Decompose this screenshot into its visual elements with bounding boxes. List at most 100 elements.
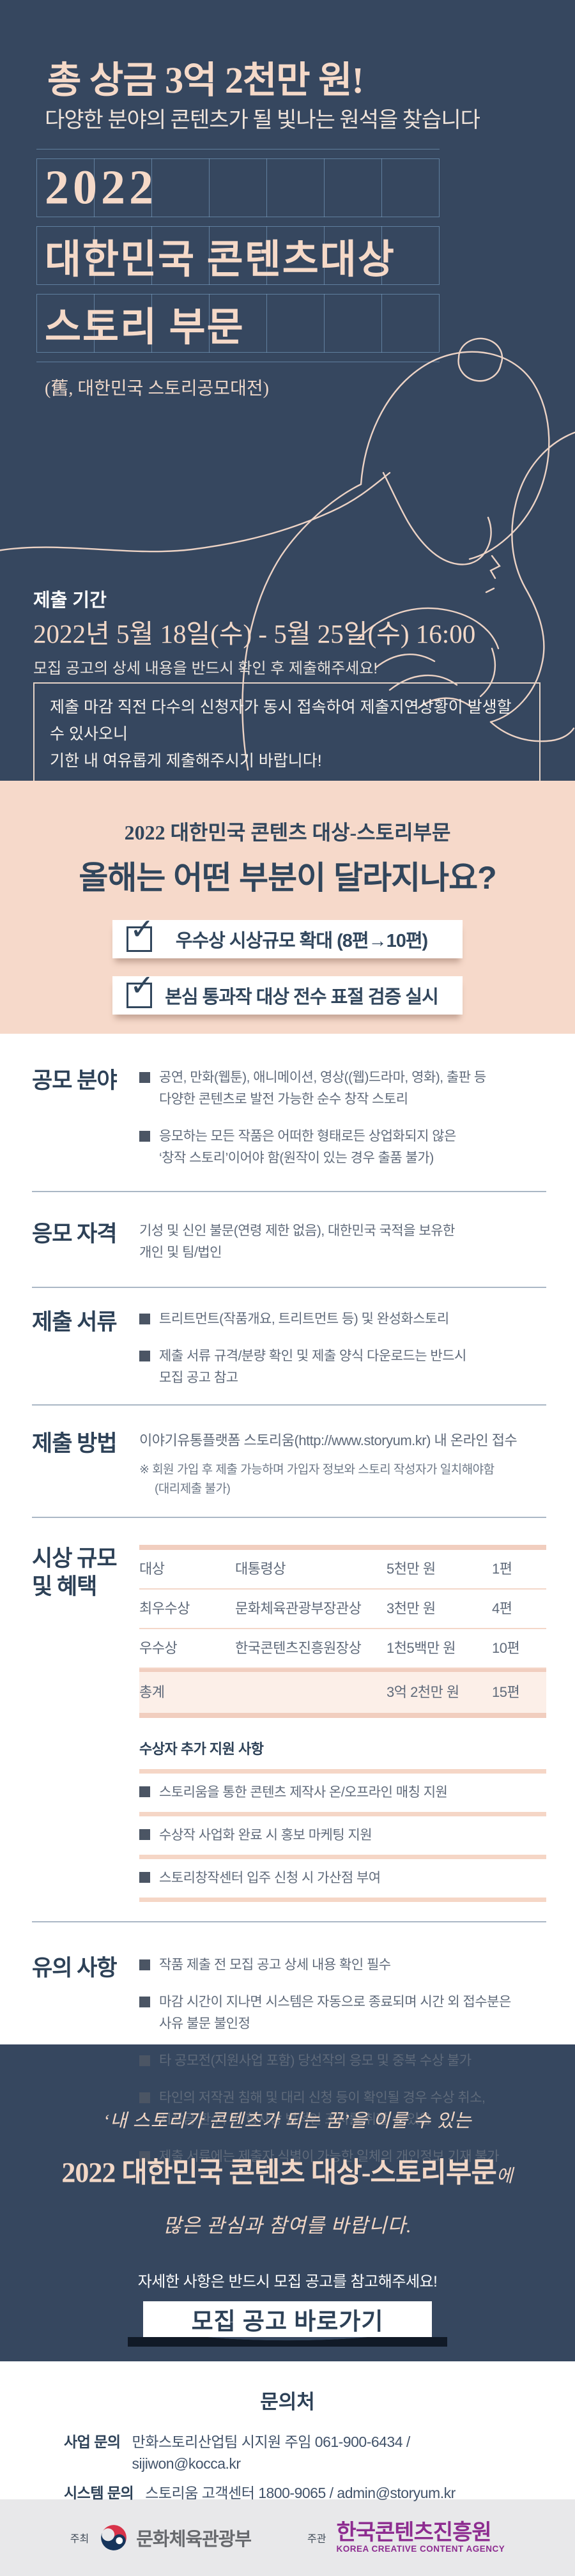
host-label: 주최: [70, 2534, 89, 2545]
caution-2-line-2: 사유 불문 불인정: [159, 2016, 250, 2031]
cta-notice: 자세한 사항은 반드시 모집 공고를 참고해주세요!: [137, 2273, 438, 2290]
announcement-link-button[interactable]: 모집 공고 바로가기: [143, 2301, 432, 2337]
eligibility-block: 응모 자격 기성 및 신인 불문(연령 제한 없음), 대한민국 국적을 보유한…: [32, 1192, 546, 1288]
submission-period-label: 제출 기간: [33, 590, 107, 611]
list-item: 스토리창작센터 입주 신청 시 가산점 부여: [139, 1859, 546, 1902]
caution-1-text: 작품 제출 전 모집 공고 상세 내용 확인 필수: [159, 1958, 391, 1972]
documents-bullet-1: 트리트먼트(작품개요, 트리트먼트 등) 및 완성화스토리: [139, 1308, 546, 1330]
prize-headline: 총 상금 3억 2천만 원!: [47, 59, 364, 101]
former-contest-name: (舊, 대한민국 스토리공모대전): [45, 379, 270, 399]
warning-line-2: 기한 내 여유롭게 제출해주시기 바랍니다!: [50, 752, 322, 770]
bullet-square-icon: [139, 2151, 150, 2162]
table-row: 우수상 한국콘텐츠진흥원장상 1천5백만 원 10편: [139, 1629, 546, 1669]
change-item-2: ✓ 본심 통과작 대상 전수 표절 검증 실시: [112, 970, 463, 1015]
caution-2-line-1: 마감 시간이 지나면 시스템은 자동으로 종료되며 시간 외 접수분은: [159, 1995, 511, 2009]
contact-label: 사업 문의: [64, 2434, 121, 2450]
award-grade: 우수상: [139, 1640, 178, 1656]
field-bullet-2-line-2: ‘창작 스토리’이어야 함(원작이 있는 경우 출품 불가): [159, 1151, 434, 1165]
contact-section: 문의처 사업 문의 만화스토리산업팀 시지원 주임 061-900-6434 /…: [0, 2361, 575, 2501]
warning-line-1: 제출 마감 직전 다수의 신청자가 동시 접속하여 제출지연상황이 발생할 수 …: [50, 698, 512, 743]
cta-handwritten-line-1: ‘내 스토리가 콘텐츠가 되는 꿈’을 이룰 수 있는: [103, 2111, 472, 2131]
award-grade: 대상: [139, 1561, 165, 1577]
award-count: 1편: [492, 1561, 512, 1577]
submission-period-dates: 2022년 5월 18일(수) - 5월 25일(수) 16:00: [33, 619, 476, 648]
cautions-block: 유의 사항 작품 제출 전 모집 공고 상세 내용 확인 필수 마감 시간이 지…: [32, 1922, 546, 2187]
awards-title-line-1: 시상 규모: [32, 1546, 118, 1571]
field-block: 공모 분야 공연, 만화(웹툰), 애니메이션, 영상((웹)드라마, 영화),…: [32, 1034, 546, 1192]
extra-item-3: 스토리창작센터 입주 신청 시 가산점 부여: [159, 1871, 381, 1885]
contact-label: 시스템 문의: [64, 2485, 134, 2501]
bullet-square-icon: [139, 1351, 150, 1361]
table-row: 최우수상 문화체육관광부장관상 3천만 원 4편: [139, 1590, 546, 1629]
bullet-square-icon: [139, 1997, 150, 2007]
title-row-year: 2022: [36, 158, 440, 217]
method-line-1: 이야기유통플랫폼 스토리움(http://www.storyum.kr) 내 온…: [139, 1432, 518, 1448]
kocca-logo-group: 한국콘텐츠진흥원 KOREA CREATIVE CONTENT AGENCY: [336, 2520, 505, 2554]
field-bullet-1-line-2: 다양한 콘텐츠로 발전 가능한 순수 창작 스토리: [159, 1092, 408, 1107]
kocca-name: 한국콘텐츠진흥원: [336, 2520, 491, 2545]
contact-row-business: 사업 문의 만화스토리산업팀 시지원 주임 061-900-6434 / sij…: [64, 2431, 511, 2474]
changes-question: 올해는 어떤 부분이 달라지나요?: [79, 860, 496, 896]
caution-bullet-3: 타 공모전(지원사업 포함) 당선작의 응모 및 중복 수상 불가: [139, 2050, 546, 2072]
award-grade: 최우수상: [139, 1600, 190, 1616]
award-prize: 한국콘텐츠진흥원장상: [235, 1640, 362, 1656]
cta-handwritten-line-2: 많은 관심과 참여를 바랍니다.: [163, 2214, 412, 2237]
footer-section: 주최 문화체육관광부 주관 한국콘텐츠진흥원 KOREA CREATIVE CO…: [0, 2499, 575, 2576]
list-item: 스토리움을 통한 콘텐츠 제작사 온/오프라인 매칭 지원: [139, 1774, 546, 1816]
method-block: 제출 방법 이야기유통플랫폼 스토리움(http://www.storyum.k…: [32, 1406, 546, 1518]
organizer-label: 주관: [307, 2534, 326, 2545]
bullet-square-icon: [139, 1314, 150, 1324]
cautions-title: 유의 사항: [32, 1956, 118, 1981]
award-count: 15편: [492, 1684, 520, 1700]
field-bullet-2: 응모하는 모든 작품은 어떠한 형태로든 상업화되지 않은 ‘창작 스토리’이어…: [139, 1126, 546, 1169]
contact-value: 스토리움 고객센터 1800-9065 / admin@storyum.kr: [145, 2485, 456, 2501]
documents-bullet-2-line-2: 모집 공고 참고: [159, 1370, 238, 1385]
method-note-1: ※ 회원 가입 후 제출 가능하며 가입자 정보와 스토리 작성자가 일치해야함: [139, 1463, 494, 1476]
eligibility-line-2: 개인 및 팀/법인: [139, 1245, 222, 1260]
field-bullet-2-line-1: 응모하는 모든 작품은 어떠한 형태로든 상업화되지 않은: [159, 1129, 456, 1144]
contact-value: 만화스토리산업팀 시지원 주임 061-900-6434 / sijiwon@k…: [132, 2434, 411, 2472]
documents-bullet-2: 제출 서류 규격/분량 확인 및 제출 양식 다운로드는 반드시 모집 공고 참…: [139, 1346, 546, 1389]
contact-row-system: 시스템 문의 스토리움 고객센터 1800-9065 / admin@story…: [64, 2482, 511, 2504]
award-money: 5천만 원: [387, 1561, 436, 1577]
field-title: 공모 분야: [32, 1068, 118, 1093]
change-item-1: ✓ 우수상 시상규모 확대 (8편→10편): [112, 914, 463, 958]
award-count: 4편: [492, 1600, 512, 1616]
manuscript-grid: 2022 대한민국 콘텐츠대상 스토리 부문: [36, 149, 440, 362]
eligibility-line-1: 기성 및 신인 불문(연령 제한 없음), 대한민국 국적을 보유한: [139, 1223, 455, 1238]
awards-block: 시상 규모 및 혜택 대상 대통령상 5천만 원 1편 최우수상 문화체육관광부…: [32, 1518, 546, 1922]
bullet-square-icon: [139, 1872, 150, 1883]
title-category: 스토리 부문: [45, 306, 245, 349]
deadline-warning-box: 제출 마감 직전 다수의 신청자가 동시 접속하여 제출지연상황이 발생할 수 …: [33, 682, 540, 781]
award-grade: 총계: [139, 1684, 165, 1700]
documents-block: 제출 서류 트리트먼트(작품개요, 트리트먼트 등) 및 완성화스토리 제출 서…: [32, 1288, 546, 1406]
checkbox-check-icon: ✓: [126, 970, 155, 1008]
change-item-2-label: 본심 통과작 대상 전수 표절 검증 실시: [165, 987, 439, 1008]
title-row-category: 스토리 부문: [36, 294, 440, 353]
title-row-award: 대한민국 콘텐츠대상: [36, 226, 440, 285]
caution-4-line-1: 타인의 저작권 침해 및 대리 신청 등이 확인될 경우 수상 취소,: [159, 2090, 486, 2105]
cta-section: ‘내 스토리가 콘텐츠가 되는 꿈’을 이룰 수 있는 2022 대한민국 콘텐…: [0, 2044, 575, 2361]
table-row: 대상 대통령상 5천만 원 1편: [139, 1550, 546, 1590]
table-row-total: 총계 3억 2천만 원 15편: [139, 1669, 546, 1718]
documents-bullet-1-line-1: 트리트먼트(작품개요, 트리트먼트 등) 및 완성화스토리: [159, 1312, 449, 1326]
cta-main-title: 2022 대한민국 콘텐츠 대상-스토리부문에: [0, 2149, 575, 2190]
awards-title: 시상 규모 및 혜택: [32, 1545, 139, 1902]
field-bullet-1-line-1: 공연, 만화(웹툰), 애니메이션, 영상((웹)드라마, 영화), 출판 등: [159, 1070, 486, 1085]
bullet-square-icon: [139, 2055, 150, 2066]
award-money: 3억 2천만 원: [387, 1684, 459, 1700]
mcst-logo-group: 문화체육관광부: [99, 2523, 252, 2552]
caution-bullet-5: 제출 서류에는 제출자 식별이 가능한 일체의 개인정보 기재 불가: [139, 2146, 546, 2168]
cta-main-title-suffix: 에: [496, 2166, 514, 2186]
list-item: 수상작 사업화 완료 시 홍보 마케팅 지원: [139, 1816, 546, 1859]
bullet-square-icon: [139, 1786, 150, 1797]
kocca-english-name: KOREA CREATIVE CONTENT AGENCY: [336, 2544, 505, 2554]
documents-title: 제출 서류: [32, 1310, 118, 1335]
title-year: 2022: [45, 160, 157, 215]
method-title: 제출 방법: [32, 1431, 118, 1456]
button-shadow-swoosh: [128, 2337, 447, 2347]
contact-rows: 사업 문의 만화스토리산업팀 시지원 주임 061-900-6434 / sij…: [64, 2431, 511, 2504]
contact-title: 문의처: [260, 2391, 315, 2413]
info-section: 공모 분야 공연, 만화(웹툰), 애니메이션, 영상((웹)드라마, 영화),…: [0, 1034, 575, 2164]
caution-bullet-2: 마감 시간이 지나면 시스템은 자동으로 종료되며 시간 외 접수분은 사유 불…: [139, 1991, 546, 2035]
